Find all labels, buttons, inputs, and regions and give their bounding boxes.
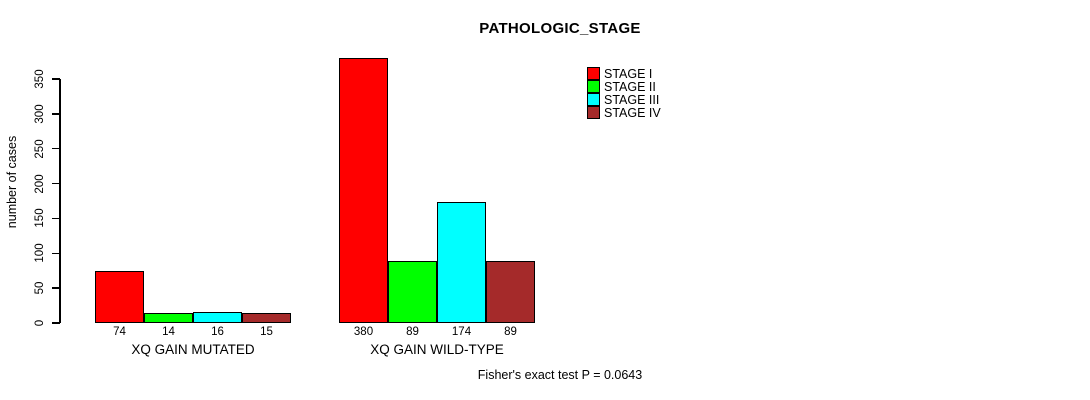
x-axis-group-label: XQ GAIN MUTATED xyxy=(131,342,255,357)
annotation-text: Fisher's exact test P = 0.0643 xyxy=(477,368,643,382)
bar-value-label: 89 xyxy=(504,326,517,338)
y-axis-tick xyxy=(52,78,60,80)
legend-color-swatch-icon xyxy=(587,80,600,93)
y-axis-tick xyxy=(52,252,60,255)
bar-value-label: 74 xyxy=(113,326,126,338)
legend-item-stage-i: STAGE I xyxy=(587,66,661,81)
legend-item-label: STAGE IV xyxy=(604,105,661,120)
bar-stage-i-xq-gain-mutated xyxy=(95,271,144,323)
x-axis-group-label: XQ GAIN WILD-TYPE xyxy=(370,342,504,357)
y-axis-label: number of cases xyxy=(5,135,19,229)
legend-color-swatch-icon xyxy=(587,67,600,80)
y-axis-tick xyxy=(52,113,60,115)
bar-value-label: 89 xyxy=(406,326,419,338)
bar-value-label: 380 xyxy=(353,326,374,338)
bar-stage-iii-xq-gain-mutated xyxy=(193,311,242,323)
bar-stage-ii-xq-gain-mutated xyxy=(144,313,193,323)
legend-color-swatch-icon xyxy=(587,93,600,106)
y-tick-label: 150 xyxy=(34,208,46,229)
y-axis-line xyxy=(59,79,61,323)
bar-stage-iii-xq-gain-wild-type xyxy=(437,201,486,323)
legend-item-label: STAGE I xyxy=(604,66,653,81)
chart-title: PATHOLOGIC_STAGE xyxy=(479,20,641,37)
legend-item-stage-iii: STAGE III xyxy=(587,92,661,107)
y-axis-tick xyxy=(52,147,60,150)
y-axis-tick xyxy=(52,287,60,289)
y-axis-tick xyxy=(52,182,60,185)
bar-value-label: 16 xyxy=(211,326,224,338)
y-axis-tick xyxy=(52,217,60,220)
bar-value-label: 15 xyxy=(260,326,273,338)
y-tick-label: 100 xyxy=(34,243,46,263)
legend-item-stage-ii: STAGE II xyxy=(587,79,661,94)
y-axis-tick xyxy=(52,322,60,324)
bar-value-label: 14 xyxy=(162,326,175,338)
bar-stage-iv-xq-gain-mutated xyxy=(242,312,291,323)
y-tick-label: 350 xyxy=(34,69,46,89)
legend-item-label: STAGE III xyxy=(604,92,660,107)
y-tick-label: 200 xyxy=(34,173,46,194)
bar-stage-ii-xq-gain-wild-type xyxy=(388,260,437,323)
y-tick-label: 300 xyxy=(34,104,46,124)
legend: STAGE I STAGE II STAGE III STAGE IV xyxy=(587,66,661,120)
legend-item-label: STAGE II xyxy=(604,79,656,94)
bar-stage-iv-xq-gain-wild-type xyxy=(486,260,535,323)
bar-value-label: 174 xyxy=(451,326,472,338)
y-tick-label: 0 xyxy=(34,319,46,327)
y-tick-label: 50 xyxy=(34,281,46,295)
legend-item-stage-iv: STAGE IV xyxy=(587,105,661,120)
bar-stage-i-xq-gain-wild-type xyxy=(339,58,388,323)
legend-color-swatch-icon xyxy=(587,106,600,119)
y-tick-label: 250 xyxy=(34,139,46,159)
